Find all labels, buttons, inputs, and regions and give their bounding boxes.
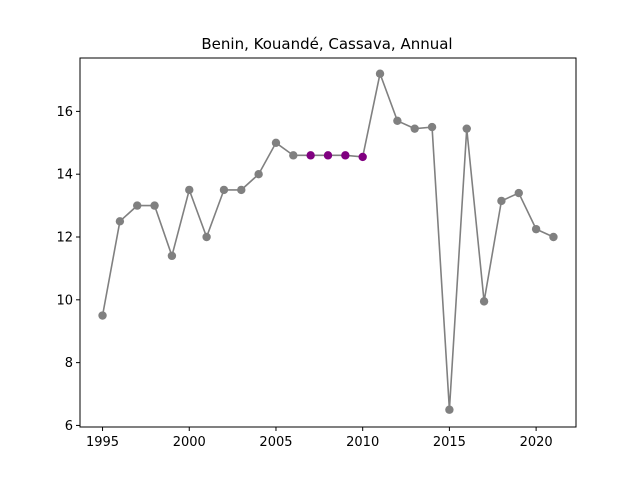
data-point <box>445 405 454 414</box>
x-tick-label: 2015 <box>433 435 466 450</box>
highlight-point <box>341 151 350 160</box>
x-tick-label: 2020 <box>520 435 553 450</box>
x-tick-label: 2010 <box>346 435 379 450</box>
x-tick-label: 2005 <box>259 435 292 450</box>
y-tick-label: 8 <box>65 356 73 371</box>
data-point <box>271 138 281 147</box>
chart-title: Benin, Kouandé, Cassava, Annual <box>201 35 452 53</box>
data-point <box>133 201 142 210</box>
data-point <box>289 151 298 160</box>
y-tick-label: 6 <box>65 419 73 434</box>
data-point <box>531 224 541 234</box>
data-point <box>375 69 385 78</box>
x-tick-label: 1995 <box>86 435 119 450</box>
series-line <box>101 70 554 410</box>
data-point <box>479 297 489 306</box>
highlight-point <box>306 151 315 160</box>
plot-frame <box>79 57 577 428</box>
data-point <box>185 185 194 195</box>
data-point <box>254 169 263 179</box>
y-tick-label: 16 <box>56 105 73 120</box>
data-point <box>202 232 211 242</box>
data-point <box>150 201 159 210</box>
x-tick-label: 2000 <box>173 435 206 450</box>
highlight-point <box>323 151 333 160</box>
data-point <box>514 188 523 198</box>
data-point <box>115 217 125 226</box>
data-point <box>393 116 402 126</box>
x-axis: 1995 2000 2005 2010 2015 2020 <box>86 427 553 450</box>
y-axis: 6 8 10 12 14 16 <box>56 105 80 434</box>
data-point <box>237 185 246 195</box>
data-point <box>410 124 419 133</box>
data-point <box>98 311 107 320</box>
y-tick-label: 10 <box>56 293 73 308</box>
y-tick-label: 12 <box>56 231 73 246</box>
data-point <box>427 122 437 132</box>
highlight-point <box>358 152 367 162</box>
data-point <box>462 124 471 133</box>
data-point <box>167 251 177 261</box>
plot-area <box>98 69 558 414</box>
data-point <box>219 185 229 195</box>
data-point <box>497 196 506 206</box>
y-tick-label: 14 <box>56 168 73 183</box>
data-point <box>549 232 558 242</box>
